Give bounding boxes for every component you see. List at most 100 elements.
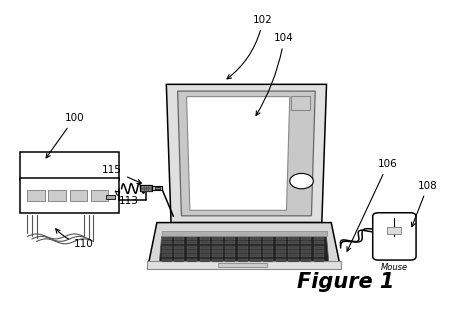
Polygon shape <box>159 237 329 263</box>
Bar <box>20 152 119 179</box>
Text: Mouse: Mouse <box>381 263 408 272</box>
Bar <box>140 185 152 191</box>
Bar <box>70 190 87 201</box>
Bar <box>301 246 311 249</box>
Bar <box>200 246 210 249</box>
Bar <box>289 237 299 240</box>
Bar <box>314 237 324 240</box>
Bar <box>187 241 197 244</box>
Bar <box>225 246 235 249</box>
Bar <box>162 255 172 258</box>
Bar <box>238 237 248 240</box>
Bar <box>289 246 299 249</box>
Bar <box>174 237 184 240</box>
Bar <box>238 246 248 249</box>
Text: 115: 115 <box>102 165 141 184</box>
Bar <box>263 246 273 249</box>
Bar <box>276 241 286 244</box>
Bar <box>314 241 324 244</box>
Bar <box>289 241 299 244</box>
Bar <box>162 231 327 237</box>
Bar <box>212 246 222 249</box>
Polygon shape <box>187 97 290 210</box>
Bar <box>301 237 311 240</box>
Polygon shape <box>166 84 327 223</box>
Polygon shape <box>147 223 341 269</box>
Bar <box>212 250 222 253</box>
Bar <box>276 259 286 262</box>
Bar <box>289 259 299 262</box>
Bar <box>212 259 222 262</box>
Bar <box>387 227 401 234</box>
Bar <box>162 237 172 240</box>
Bar <box>212 241 222 244</box>
Polygon shape <box>147 261 341 269</box>
Bar <box>225 237 235 240</box>
Bar <box>187 255 197 258</box>
Bar <box>187 237 197 240</box>
Bar <box>250 237 261 240</box>
Bar <box>200 241 210 244</box>
Bar <box>27 190 45 201</box>
Bar <box>187 250 197 253</box>
Text: 104: 104 <box>256 33 294 115</box>
Text: 113: 113 <box>115 191 138 206</box>
Bar <box>301 259 311 262</box>
Bar <box>174 241 184 244</box>
Bar <box>187 246 197 249</box>
Bar <box>91 190 109 201</box>
Bar <box>276 250 286 253</box>
Bar <box>174 246 184 249</box>
Bar <box>276 255 286 258</box>
Bar <box>187 259 197 262</box>
Bar <box>212 255 222 258</box>
Bar <box>263 255 273 258</box>
Bar <box>289 250 299 253</box>
Bar <box>314 259 324 262</box>
Bar <box>250 241 261 244</box>
Bar <box>162 259 172 262</box>
Bar <box>155 187 160 189</box>
Bar <box>263 259 273 262</box>
Bar <box>200 237 210 240</box>
Polygon shape <box>178 91 315 216</box>
Bar <box>225 250 235 253</box>
Bar <box>301 255 311 258</box>
Bar <box>250 250 261 253</box>
Text: 100: 100 <box>46 113 84 158</box>
Bar <box>250 246 261 249</box>
FancyBboxPatch shape <box>373 213 416 260</box>
Bar <box>276 237 286 240</box>
Bar <box>289 255 299 258</box>
Bar <box>225 259 235 262</box>
Bar <box>238 241 248 244</box>
Bar <box>174 255 184 258</box>
Bar <box>20 178 119 213</box>
Bar <box>238 255 248 258</box>
Bar <box>238 259 248 262</box>
Bar <box>200 250 210 253</box>
Bar <box>238 250 248 253</box>
Bar <box>48 190 66 201</box>
Text: 106: 106 <box>347 159 398 251</box>
Bar <box>250 255 261 258</box>
Bar <box>200 255 210 258</box>
Bar <box>250 259 261 262</box>
Bar <box>263 250 273 253</box>
Text: Figure 1: Figure 1 <box>297 272 394 293</box>
Bar <box>174 259 184 262</box>
Bar <box>291 96 310 110</box>
Text: 108: 108 <box>411 181 438 227</box>
Bar <box>152 186 162 190</box>
Text: 110: 110 <box>56 229 94 249</box>
Bar <box>162 241 172 244</box>
Bar <box>174 250 184 253</box>
Bar <box>225 241 235 244</box>
Bar <box>276 246 286 249</box>
Bar <box>162 246 172 249</box>
Circle shape <box>290 173 313 189</box>
Bar <box>301 241 311 244</box>
Bar <box>301 250 311 253</box>
Bar <box>212 237 222 240</box>
Bar <box>263 237 273 240</box>
